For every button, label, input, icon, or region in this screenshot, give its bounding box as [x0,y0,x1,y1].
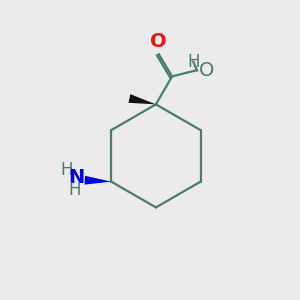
Text: O: O [150,32,166,51]
Text: N: N [68,168,84,187]
Text: H: H [68,182,81,200]
Text: O: O [199,61,214,80]
Text: H: H [187,53,200,71]
Polygon shape [128,94,156,104]
Polygon shape [85,176,111,184]
Text: H: H [61,161,73,179]
